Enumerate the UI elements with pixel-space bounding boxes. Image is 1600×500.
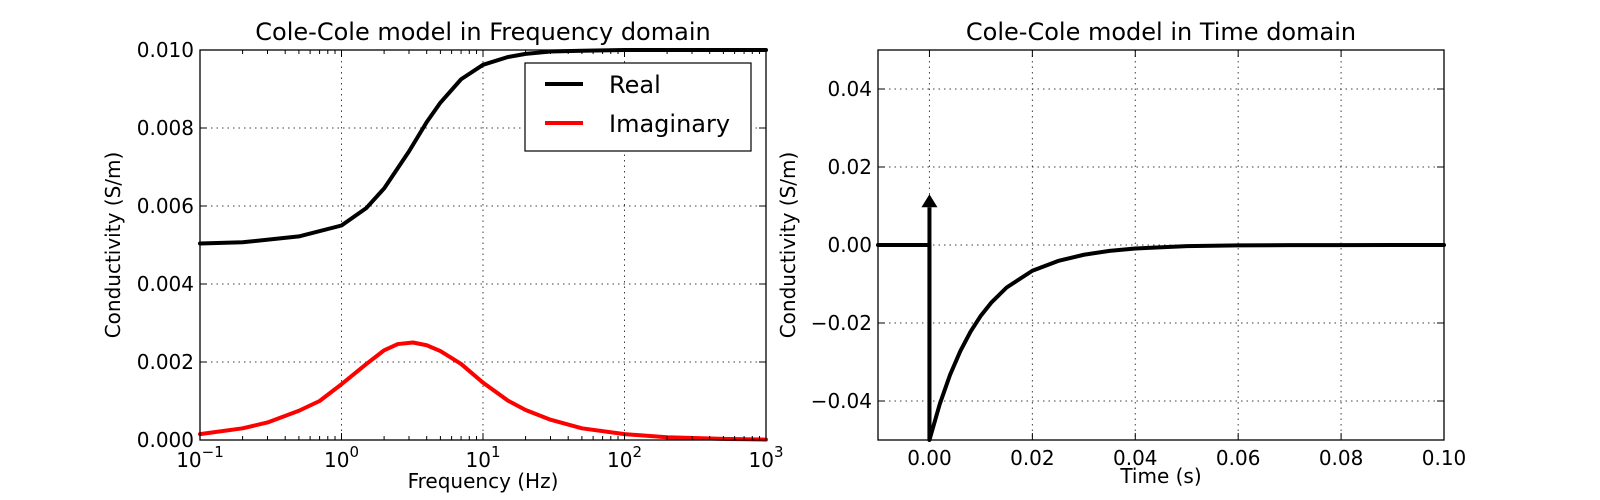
time-series-line [876, 243, 1446, 442]
x-tick-label: 0.02 [1010, 446, 1055, 470]
y-tick-label: 0.002 [137, 350, 194, 374]
time-y-axis-label: Conductivity (S/m) [776, 152, 800, 339]
legend-real-label: Real [609, 71, 661, 99]
time-domain-chart: 0.00 0.02 0.04 0.06 0.08 0.10 −0.04 −0.02 0.00 0.… [776, 18, 1466, 488]
y-tick-label: −0.04 [811, 389, 872, 413]
frequency-x-axis-label: Frequency (Hz) [408, 469, 559, 493]
frequency-legend: Real Imaginary [524, 62, 752, 152]
y-tick-label: 0.004 [137, 272, 194, 296]
y-tick-label: 0.006 [137, 194, 194, 218]
x-tick-label: 103 [749, 443, 784, 472]
y-tick-label: 0.010 [137, 38, 194, 62]
frequency-ticks: 10−1 100 101 102 103 0.000 0.002 0.004 0.006 0.00… [137, 38, 784, 472]
legend-box [524, 62, 752, 152]
legend-imaginary-label: Imaginary [609, 110, 730, 138]
x-tick-label: 100 [324, 443, 359, 472]
x-tick-label: 102 [607, 443, 642, 472]
real-series-line [198, 48, 768, 246]
y-tick-label: 0.000 [137, 428, 194, 452]
time-ticks: 0.00 0.02 0.04 0.06 0.08 0.10 −0.04 −0.02 0.00 0.… [811, 50, 1467, 470]
time-series-layer [876, 194, 1446, 442]
time-chart-title: Cole-Cole model in Time domain [966, 18, 1356, 46]
x-tick-label: 0.08 [1319, 446, 1364, 470]
x-tick-label: 0.00 [907, 446, 952, 470]
y-tick-label: 0.02 [827, 155, 872, 179]
x-tick-label: 0.04 [1113, 446, 1158, 470]
impulse-arrow-head [921, 194, 938, 208]
y-tick-label: −0.02 [811, 311, 872, 335]
time-x-axis-label: Time (s) [1119, 464, 1201, 488]
frequency-series-layer [198, 48, 768, 442]
imaginary-series-line [198, 340, 768, 442]
y-tick-label: 0.008 [137, 116, 194, 140]
y-tick-label: 0.04 [827, 77, 872, 101]
x-tick-label: 0.06 [1216, 446, 1261, 470]
x-tick-label: 10−1 [176, 443, 224, 472]
frequency-y-axis-label: Conductivity (S/m) [101, 152, 125, 339]
x-tick-label: 101 [466, 443, 501, 472]
frequency-domain-chart: 10−1 100 101 102 103 0.000 0.002 0.004 0.006 0.00… [101, 18, 784, 493]
x-tick-label: 0.10 [1422, 446, 1467, 470]
frequency-chart-title: Cole-Cole model in Frequency domain [255, 18, 710, 46]
y-tick-label: 0.00 [827, 233, 872, 257]
